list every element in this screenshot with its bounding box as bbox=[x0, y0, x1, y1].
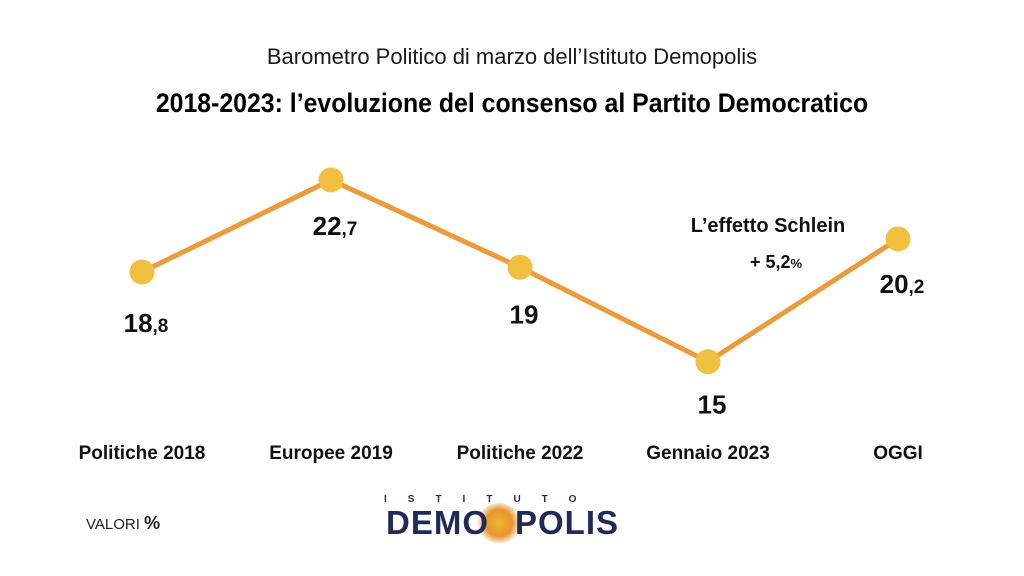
logo-sun-icon bbox=[477, 503, 521, 543]
logo-main-text: DEMO POLIS bbox=[386, 504, 620, 541]
unit-note: VALORI % bbox=[86, 513, 160, 534]
value-label-5: 20,2 bbox=[880, 269, 925, 299]
category-label-2: Europee 2019 bbox=[269, 443, 393, 464]
value-label-4: 15 bbox=[698, 390, 727, 420]
value-label-1: 18,8 bbox=[124, 308, 169, 338]
annotation-title: L’effetto Schlein bbox=[691, 215, 845, 237]
unit-label: VALORI bbox=[86, 516, 140, 533]
data-point-3 bbox=[507, 254, 533, 280]
value-label-2: 22,7 bbox=[313, 211, 358, 241]
logo-top-text: ISTITUTO bbox=[384, 494, 598, 505]
category-label-1: Politiche 2018 bbox=[79, 443, 206, 464]
data-point-4 bbox=[695, 349, 721, 375]
demopolis-logo: ISTITUTO DEMO POLIS bbox=[380, 494, 644, 544]
unit-symbol: % bbox=[144, 513, 161, 533]
category-label-5: OGGI bbox=[873, 443, 923, 464]
data-point-5 bbox=[885, 226, 911, 252]
value-label-3: 19 bbox=[510, 299, 539, 329]
chart-subtitle: Barometro Politico di marzo dell’Istitut… bbox=[266, 44, 758, 69]
data-point-2 bbox=[318, 167, 344, 193]
annotation-delta: + 5,2% bbox=[750, 252, 803, 272]
chart-title: 2018-2023: l’evoluzione del consenso al … bbox=[155, 88, 869, 118]
category-label-4: Gennaio 2023 bbox=[646, 443, 770, 464]
data-point-1 bbox=[129, 259, 155, 285]
category-label-3: Politiche 2022 bbox=[457, 443, 584, 464]
